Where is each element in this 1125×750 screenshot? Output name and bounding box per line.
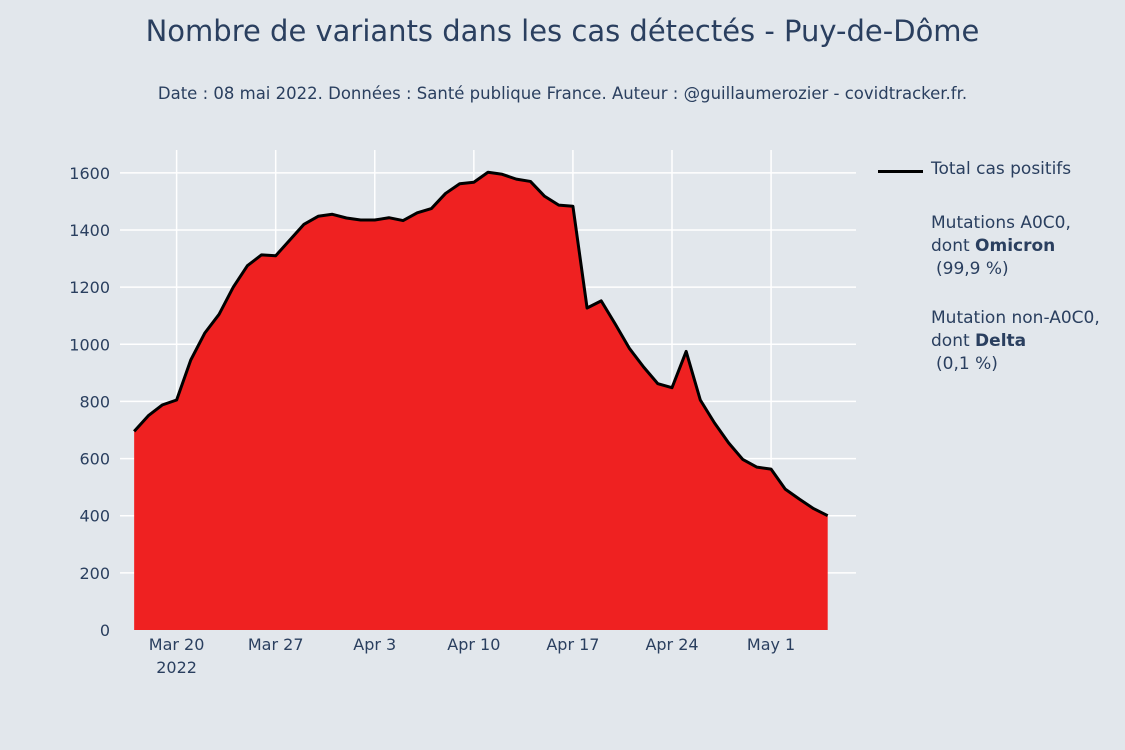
legend-item-omicron[interactable]: Mutations A0C0, dont Omicron (99,9 %) [878,212,1118,281]
legend-label-total: Total cas positifs [931,159,1072,179]
legend-item-delta[interactable]: Mutation non-A0C0, dont Delta (0,1 %) [878,307,1118,376]
x-tick-label: May 1 [747,635,795,654]
y-tick-label: 800 [79,392,110,411]
legend-label-delta-line3: (0,1 %) [936,354,998,374]
legend-item-total[interactable]: Total cas positifs [878,158,1118,188]
legend-delta-bold: Delta [975,331,1027,351]
legend-label-omicron-line2: dont Omicron [931,235,1118,258]
y-tick-label: 1400 [69,221,110,240]
axes: 0 200 400 600 800 1000 1200 1400 1600 Mar 20 2022 M… [69,164,795,677]
x-tick-label: Apr 24 [645,635,698,654]
legend-label-omicron-line3: (99,9 %) [936,259,1009,279]
legend-omicron-prefix: dont [931,236,976,256]
legend[interactable]: Total cas positifs Mutations A0C0, dont … [878,158,1118,376]
y-tick-label: 200 [79,564,110,583]
legend-label-delta-line1: Mutation non-A0C0, [931,308,1100,328]
x-tick-label: Apr 3 [353,635,396,654]
legend-swatch-total [878,170,923,173]
chart-subtitle: Date : 08 mai 2022. Données : Santé publ… [157,84,968,103]
line-total [133,170,829,518]
x-tick-sublabel: 2022 [156,658,197,677]
legend-label-delta-line2: dont Delta [931,330,1118,353]
chart-marks [133,170,829,631]
x-tick-label: Mar 20 [149,635,205,654]
y-tick-label: 1200 [69,278,110,297]
x-tick-label: Apr 17 [546,635,599,654]
y-tick-label: 1600 [69,164,110,183]
y-tick-label: 1000 [69,335,110,354]
y-tick-label: 0 [100,621,110,640]
legend-omicron-bold: Omicron [975,236,1056,256]
chart-title: Nombre de variants dans les cas détectés… [145,14,980,48]
y-tick-label: 600 [79,450,110,469]
y-tick-label: 400 [79,507,110,526]
area-omicron [134,172,828,631]
x-tick-label: Apr 10 [447,635,500,654]
legend-delta-prefix: dont [931,331,976,351]
legend-label-omicron-line1: Mutations A0C0, [931,213,1071,233]
x-tick-label: Mar 27 [248,635,304,654]
